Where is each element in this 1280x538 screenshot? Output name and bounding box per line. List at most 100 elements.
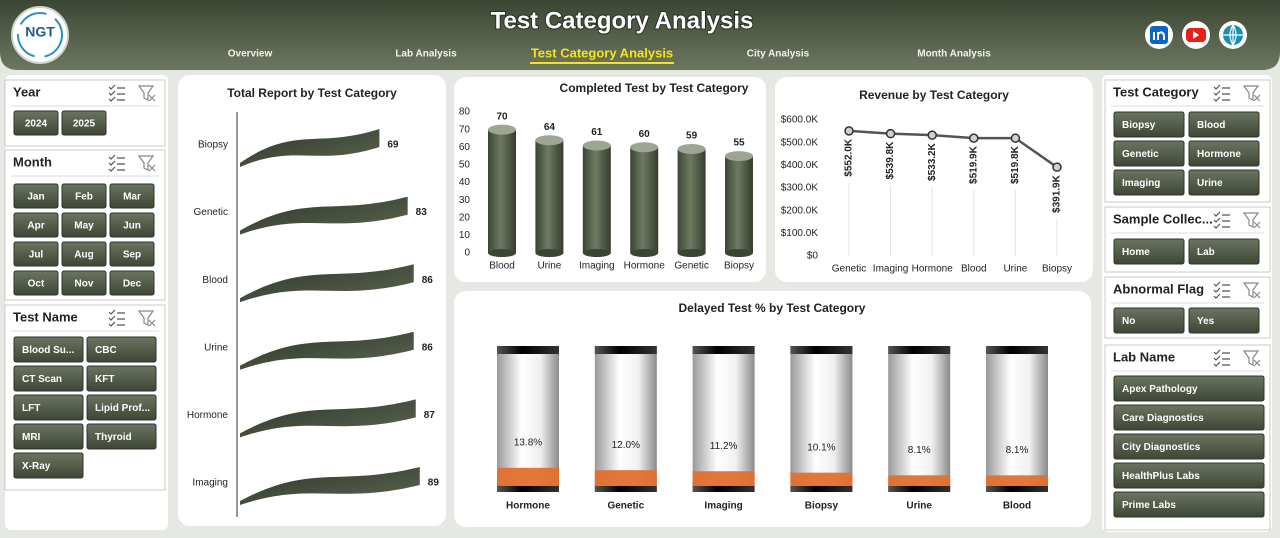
line-point bbox=[1010, 133, 1021, 143]
multi-select-icon[interactable] bbox=[1213, 281, 1230, 299]
multi-select-icon[interactable] bbox=[108, 154, 125, 172]
multi-select-icon[interactable] bbox=[1213, 349, 1230, 367]
multi-select-icon[interactable] bbox=[108, 309, 125, 327]
slicer-button-label[interactable]: CT Scan bbox=[22, 374, 62, 385]
clear-filter-icon[interactable] bbox=[1242, 350, 1261, 367]
slicer-button[interactable] bbox=[86, 336, 157, 363]
slicer-button-label[interactable]: May bbox=[74, 221, 94, 232]
social-youtube[interactable] bbox=[1182, 21, 1210, 49]
slicer-button-label[interactable]: CBC bbox=[95, 345, 117, 356]
slicer-button[interactable] bbox=[13, 110, 59, 136]
slicer-button-label[interactable]: Aug bbox=[74, 250, 93, 261]
slicer-button-label[interactable]: Hormone bbox=[1197, 149, 1241, 160]
slicer-button[interactable] bbox=[13, 452, 84, 479]
slicer-button[interactable] bbox=[1113, 238, 1185, 265]
slicer-button-label[interactable]: Genetic bbox=[1122, 149, 1159, 160]
clear-filter-icon[interactable] bbox=[137, 310, 156, 327]
slicer-button[interactable] bbox=[61, 241, 107, 267]
nav-item[interactable]: Test Category Analysis bbox=[531, 45, 673, 60]
slicer-button-label[interactable]: Urine bbox=[1197, 178, 1223, 189]
slicer-button-label[interactable]: Care Diagnostics bbox=[1122, 413, 1204, 424]
slicer-button[interactable] bbox=[1113, 462, 1265, 489]
slicer-button-label[interactable]: Jan bbox=[27, 192, 44, 203]
slicer-button-label[interactable]: KFT bbox=[95, 374, 114, 385]
slicer-button[interactable] bbox=[13, 423, 84, 450]
slicer-button[interactable] bbox=[1113, 111, 1185, 138]
slicer-button-label[interactable]: HealthPlus Labs bbox=[1122, 471, 1200, 482]
slicer-button-label[interactable]: Feb bbox=[75, 192, 93, 203]
multi-select-icon[interactable] bbox=[1213, 84, 1230, 102]
slicer-button[interactable] bbox=[13, 394, 84, 421]
slicer-button-label[interactable]: Mar bbox=[123, 192, 141, 203]
slicer-button[interactable] bbox=[13, 365, 84, 392]
clear-filter-icon[interactable] bbox=[1242, 282, 1261, 299]
slicer-button[interactable] bbox=[1113, 307, 1185, 334]
slicer-button[interactable] bbox=[86, 365, 157, 392]
slicer-button-label[interactable]: No bbox=[1122, 316, 1135, 327]
multi-select-icon[interactable] bbox=[1213, 211, 1230, 229]
value-label: $533.2K bbox=[927, 142, 938, 181]
clear-filter-icon[interactable] bbox=[1242, 85, 1261, 102]
clear-filter-icon[interactable] bbox=[1242, 212, 1261, 229]
slicer-button-label[interactable]: Blood Su... bbox=[22, 345, 74, 356]
slicer-button[interactable] bbox=[86, 394, 157, 421]
slicer-button[interactable] bbox=[109, 270, 155, 296]
nav-item[interactable]: Overview bbox=[228, 49, 273, 60]
slicer-button[interactable] bbox=[1188, 169, 1260, 196]
slicer-button-label[interactable]: Blood bbox=[1197, 120, 1225, 131]
slicer-button[interactable] bbox=[61, 270, 107, 296]
slicer-button[interactable] bbox=[13, 212, 59, 238]
slicer-button-label[interactable]: Prime Labs bbox=[1122, 500, 1176, 511]
slicer-button[interactable] bbox=[86, 423, 157, 450]
clear-filter-icon[interactable] bbox=[137, 155, 156, 172]
slicer-button-label[interactable]: Jul bbox=[29, 250, 44, 261]
slicer-button-label[interactable]: Biopsy bbox=[1122, 120, 1156, 131]
slicer-button-label[interactable]: LFT bbox=[22, 403, 40, 414]
nav-item[interactable]: Lab Analysis bbox=[395, 49, 457, 60]
social-web[interactable] bbox=[1219, 21, 1247, 49]
slicer-button[interactable] bbox=[109, 183, 155, 209]
slicer-button-label[interactable]: Oct bbox=[28, 279, 45, 290]
slicer-button[interactable] bbox=[1113, 433, 1265, 460]
slicer-button[interactable] bbox=[13, 336, 84, 363]
nav-item[interactable]: Month Analysis bbox=[917, 49, 991, 60]
slicer-button-label[interactable]: X-Ray bbox=[22, 461, 51, 472]
slicer-button-label[interactable]: Thyroid bbox=[95, 432, 132, 443]
slicer-button[interactable] bbox=[1113, 140, 1185, 167]
slicer-button[interactable] bbox=[1113, 375, 1265, 402]
multi-select-icon[interactable] bbox=[108, 84, 125, 102]
slicer-button-label[interactable]: Lipid Prof... bbox=[95, 403, 150, 414]
slicer-button[interactable] bbox=[13, 241, 59, 267]
slicer-button-label[interactable]: Nov bbox=[75, 279, 94, 290]
slicer-button-label[interactable]: Imaging bbox=[1122, 178, 1160, 189]
slicer-button[interactable] bbox=[13, 270, 59, 296]
slicer-button[interactable] bbox=[61, 183, 107, 209]
slicer-button-label[interactable]: 2024 bbox=[25, 119, 48, 130]
slicer-button-label[interactable]: Apex Pathology bbox=[1122, 384, 1198, 395]
slicer-button-label[interactable]: Sep bbox=[123, 250, 141, 261]
slicer-button[interactable] bbox=[61, 110, 107, 136]
slicer-button[interactable] bbox=[109, 241, 155, 267]
slicer-button-label[interactable]: Apr bbox=[27, 221, 44, 232]
nav-item[interactable]: City Analysis bbox=[747, 49, 810, 60]
slicer-button[interactable] bbox=[1188, 140, 1260, 167]
slicer-button-label[interactable]: MRI bbox=[22, 432, 41, 443]
slicer-button-label[interactable]: Home bbox=[1122, 247, 1150, 258]
slicer-button[interactable] bbox=[1188, 307, 1260, 334]
slicer-button[interactable] bbox=[1188, 111, 1260, 138]
slicer-button[interactable] bbox=[13, 183, 59, 209]
slicer-button-label[interactable]: Jun bbox=[123, 221, 141, 232]
slicer-button-label[interactable]: 2025 bbox=[73, 119, 96, 130]
slicer-button[interactable] bbox=[1188, 238, 1260, 265]
slicer-button[interactable] bbox=[1113, 169, 1185, 196]
slicer-button-label[interactable]: City Diagnostics bbox=[1122, 442, 1201, 453]
slicer-button[interactable] bbox=[109, 212, 155, 238]
slicer-button[interactable] bbox=[1113, 491, 1265, 518]
slicer-button[interactable] bbox=[1113, 404, 1265, 431]
slicer-button-label[interactable]: Dec bbox=[123, 279, 142, 290]
slicer-button[interactable] bbox=[61, 212, 107, 238]
slicer-button-label[interactable]: Yes bbox=[1197, 316, 1215, 327]
slicer-button-label[interactable]: Lab bbox=[1197, 247, 1215, 258]
social-linkedin[interactable] bbox=[1145, 21, 1173, 49]
clear-filter-icon[interactable] bbox=[137, 85, 156, 102]
